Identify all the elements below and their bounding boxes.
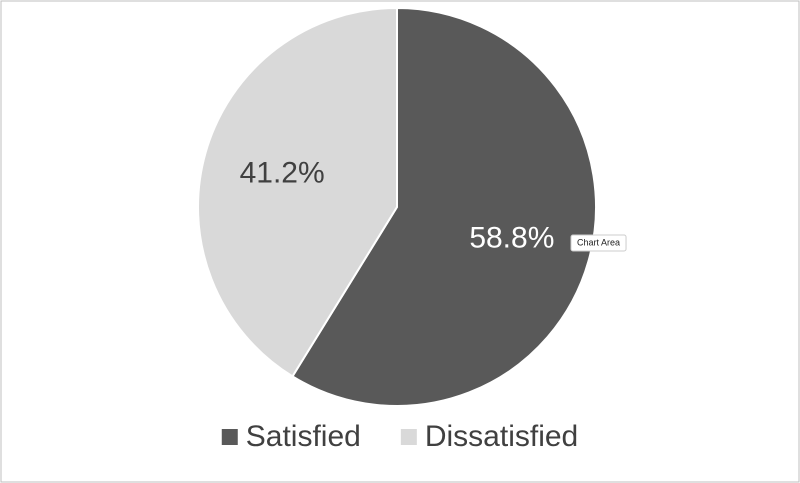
pie-slice: [197, 6, 398, 378]
legend-swatch: [221, 429, 238, 445]
legend-swatch: [400, 429, 417, 445]
data-label: 41.2%: [240, 156, 325, 189]
legend-label: Dissatisfied: [425, 420, 578, 453]
legend-label: Satisfied: [246, 420, 361, 453]
tooltip-box: [570, 234, 627, 252]
pie-slice: [291, 6, 597, 407]
tooltip: Chart Area: [570, 234, 627, 252]
legend: Satisfied Dissatisfied: [221, 420, 578, 453]
tooltip-text: Chart Area: [577, 237, 620, 247]
data-label: 58.8%: [469, 222, 554, 255]
